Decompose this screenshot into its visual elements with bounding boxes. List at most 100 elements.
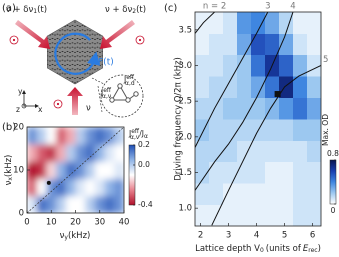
colorbar-tick-label: -0.4 [138,200,153,209]
text: (t) [37,5,47,15]
y-tick-label: 3.5 [178,25,192,35]
text: ν + δν [105,5,132,15]
text: ν + δν [6,5,33,15]
heatmap-cell [293,140,308,163]
axis-label: x [38,105,43,114]
heatmap-cell [279,54,294,77]
x-tick-label: 40 [119,218,130,228]
x-tick-label: 5 [282,231,287,241]
heatmap-cell [223,140,238,163]
heatmap-cell [223,161,238,184]
heatmap-cell [27,127,38,145]
heatmap-cell [251,76,266,98]
panel-label: (c) [164,3,177,14]
panel-label: (a) [2,3,16,14]
text: eff [126,74,135,81]
heatmap-cell [195,161,210,184]
text: (units of [266,244,302,254]
x-tick-label: 3 [226,231,231,241]
heatmap-cell [27,144,38,162]
drive-arrow [15,20,50,49]
heatmap-cell [94,144,105,162]
resonance-curve [195,12,269,148]
heatmap-cell [75,127,86,145]
heatmap-cell [104,144,115,162]
heatmap-cell [293,97,308,120]
heatmap-cell [223,97,238,120]
colorbar [329,159,337,205]
y-tick-label: 3.0 [178,61,192,71]
heatmap-cell [223,12,238,34]
x-tick-label: 10 [46,218,57,228]
curve-label: 4 [290,2,295,12]
heatmap-cell [293,204,308,226]
heatmap-cell [223,183,238,205]
heatmap-cell [209,140,224,163]
curve-label: 5 [323,55,328,65]
text: 2 [132,8,136,15]
text: J [128,129,131,138]
heatmap-cell [56,195,67,213]
heatmap-cell [307,54,321,77]
resonance-curve [211,65,321,226]
text: J [123,75,126,84]
text: α,ν [130,134,140,141]
heatmap-cell [293,161,308,184]
heatmap-cell [65,178,76,197]
heatmap-cell [223,119,238,141]
heatmap-cell [237,12,252,34]
heatmap-cell [85,127,96,145]
drive-label: ν + δν2(t) [105,5,146,15]
drive-arrow [67,87,83,115]
marker [274,91,281,98]
heatmap-cell [56,161,67,179]
heatmap-cell [94,127,105,145]
heatmap-cell [27,161,38,179]
colorbar-tick-label: 0.2 [138,140,150,149]
text: Lattice depth V [195,244,260,254]
heatmap-cell [237,161,252,184]
heatmap-cell [104,195,115,213]
heatmap-cell [251,161,266,184]
x-axis-label: Lattice depth V0 (units of Erec) [195,244,321,254]
x-tick-label: 30 [94,218,105,228]
text: /J [139,129,144,138]
heatmap-cell [75,161,86,179]
guide-line [27,127,124,213]
text: (kHz) [68,231,90,241]
heatmap-cell [209,12,224,34]
text: α,ν [102,93,112,100]
heatmap-cell [293,12,308,34]
heatmap-cell [237,204,252,226]
x-tick-label: 20 [70,218,81,228]
heatmap-cell [46,178,57,197]
heatmap-cell [251,54,266,77]
heatmap-cell [251,97,266,120]
heatmap-cell [279,33,294,56]
heatmap-cell [237,140,252,163]
heatmap-cell [85,144,96,162]
heatmap-cell [65,195,76,213]
heatmap-cell [265,140,280,163]
heatmap-cell [104,127,115,145]
plot-frame [194,11,322,227]
heatmap-cell [279,161,294,184]
heatmap-cell [237,119,252,141]
heatmap-cell [307,12,321,34]
heatmap-cell [209,119,224,141]
heatmap-cell [251,204,266,226]
heatmap-cell [265,183,280,205]
drive-label: ν + δν1(t) [6,5,47,15]
heatmap-cell [36,144,47,162]
heatmap-cell [65,144,76,162]
heatmap-cell [279,140,294,163]
heatmap-cell [265,204,280,226]
y-tick-label: 20 [13,123,24,133]
heatmap-cell [85,161,96,179]
heatmap-cell [27,195,38,213]
heatmap-cell [265,119,280,141]
text: eff [131,128,140,135]
y-tick-label: 10 [13,166,24,176]
heatmap-cell [114,195,124,213]
